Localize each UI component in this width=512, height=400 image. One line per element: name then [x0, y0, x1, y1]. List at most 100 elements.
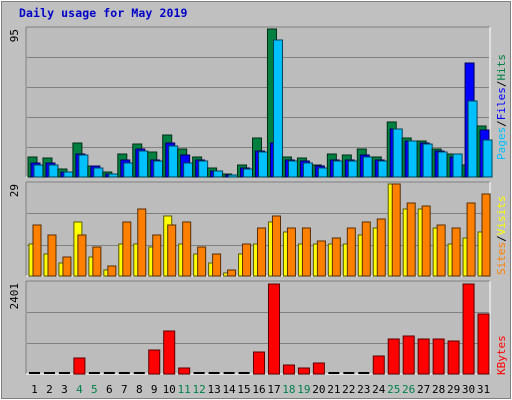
bar-sites-day-2 — [47, 234, 57, 277]
bar-sites-day-29 — [451, 227, 461, 277]
bar-pages-day-27 — [422, 143, 433, 178]
bar-pages-day-28 — [437, 151, 448, 178]
bar-sites-day-19 — [301, 227, 311, 277]
bar-pages-day-1 — [33, 164, 44, 178]
bar-kbytes-day-17 — [267, 283, 280, 375]
x-tick-day-6: 6 — [106, 383, 113, 396]
bar-pages-day-30 — [467, 100, 478, 178]
x-tick-day-29: 29 — [447, 383, 460, 396]
bar-sites-day-27 — [421, 205, 431, 277]
y-max-label: 2401 — [8, 283, 21, 310]
bar-kbytes-day-28 — [432, 338, 445, 375]
bar-sites-day-22 — [346, 227, 356, 277]
bar-pages-day-4 — [78, 154, 89, 178]
bar-kbytes-day-24 — [372, 355, 385, 375]
bar-pages-day-5 — [93, 167, 104, 178]
bar-pages-day-18 — [287, 160, 298, 178]
x-tick-day-28: 28 — [432, 383, 445, 396]
bar-sites-day-9 — [152, 234, 162, 277]
x-tick-day-9: 9 — [151, 383, 158, 396]
bar-sites-day-15 — [242, 243, 252, 277]
legend-hits: Hits — [495, 54, 508, 81]
bar-pages-day-23 — [362, 156, 373, 178]
bar-kbytes-day-3-zero — [58, 372, 70, 374]
bar-pages-day-9 — [153, 160, 164, 178]
bar-sites-day-8 — [137, 208, 147, 277]
legend-kbytes: KBytes — [495, 335, 508, 375]
x-tick-day-27: 27 — [417, 383, 430, 396]
bar-pages-day-14 — [228, 174, 239, 178]
bar-pages-day-21 — [332, 160, 343, 178]
bar-pages-day-8 — [138, 150, 149, 178]
bar-kbytes-day-26 — [402, 335, 415, 375]
bar-sites-day-16 — [257, 227, 267, 277]
x-tick-day-15: 15 — [237, 383, 250, 396]
bar-sites-day-1 — [32, 224, 42, 277]
bar-kbytes-day-5-zero — [88, 372, 100, 374]
legend-separator: / — [495, 120, 508, 127]
legend-separator: / — [495, 235, 508, 242]
bar-sites-day-7 — [122, 221, 132, 277]
x-tick-day-18: 18 — [282, 383, 295, 396]
bar-sites-day-14 — [227, 269, 237, 277]
bar-sites-day-28 — [436, 224, 446, 277]
bar-kbytes-day-27 — [417, 338, 430, 375]
bar-pages-day-20 — [317, 167, 328, 178]
x-tick-day-25: 25 — [387, 383, 400, 396]
bar-pages-day-26 — [407, 140, 418, 178]
bar-kbytes-day-25 — [387, 338, 400, 375]
bar-sites-day-18 — [286, 227, 296, 277]
x-tick-day-22: 22 — [342, 383, 355, 396]
x-tick-day-7: 7 — [121, 383, 128, 396]
x-tick-day-3: 3 — [61, 383, 68, 396]
x-tick-day-16: 16 — [252, 383, 265, 396]
bar-pages-day-13 — [213, 170, 224, 178]
y-max-label: 29 — [8, 184, 21, 197]
x-tick-day-19: 19 — [297, 383, 310, 396]
legend-kbytes: KBytes — [495, 335, 508, 375]
x-tick-day-24: 24 — [372, 383, 386, 396]
legend-files: Files — [495, 87, 508, 120]
bar-kbytes-day-13-zero — [208, 372, 220, 374]
bar-kbytes-day-2-zero — [43, 372, 55, 374]
bar-pages-day-10 — [168, 145, 179, 178]
bar-pages-day-29 — [452, 153, 463, 178]
x-tick-day-31: 31 — [477, 383, 490, 396]
bar-kbytes-day-20 — [312, 362, 325, 375]
bar-sites-day-11 — [182, 221, 192, 277]
bar-pages-day-7 — [123, 162, 134, 178]
x-tick-day-5: 5 — [91, 383, 98, 396]
bar-kbytes-day-19 — [297, 367, 310, 375]
bar-sites-day-5 — [92, 246, 102, 277]
bar-kbytes-day-15-zero — [238, 372, 250, 374]
bar-kbytes-day-4 — [73, 357, 86, 375]
bar-kbytes-day-16 — [253, 351, 266, 375]
chart-title: Daily usage for May 2019 — [19, 6, 188, 20]
bar-sites-day-10 — [167, 224, 177, 277]
bar-sites-day-6 — [107, 265, 117, 277]
bar-kbytes-day-21-zero — [328, 372, 340, 374]
bar-sites-day-13 — [212, 253, 222, 277]
bar-kbytes-day-10 — [163, 330, 176, 375]
x-tick-day-8: 8 — [136, 383, 143, 396]
x-tick-day-1: 1 — [31, 383, 38, 396]
bar-pages-day-15 — [243, 168, 254, 178]
bar-kbytes-day-1-zero — [29, 372, 40, 374]
legend-sites-visits: Sites/Visits — [495, 196, 508, 276]
x-tick-day-17: 17 — [267, 383, 280, 396]
bar-sites-day-26 — [406, 202, 416, 277]
x-tick-day-20: 20 — [312, 383, 325, 396]
bar-kbytes-day-30 — [462, 283, 475, 375]
bar-sites-day-4 — [77, 234, 87, 277]
bar-kbytes-day-14-zero — [223, 372, 235, 374]
bar-pages-day-19 — [302, 162, 313, 178]
bar-kbytes-day-8-zero — [133, 372, 145, 374]
x-tick-day-30: 30 — [462, 383, 475, 396]
bar-pages-day-17 — [272, 39, 283, 178]
legend-sites: Sites — [495, 242, 508, 275]
bar-sites-day-17 — [271, 215, 281, 277]
bar-pages-day-11 — [183, 162, 194, 178]
